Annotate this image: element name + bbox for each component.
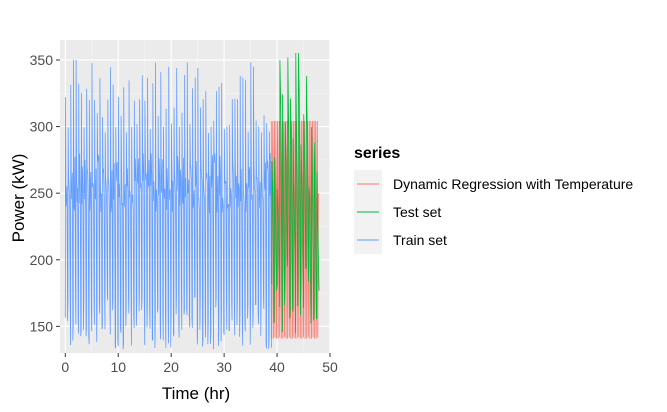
y-tick-label: 350	[30, 52, 54, 68]
legend-item-train-set: Train set	[354, 226, 447, 254]
x-tick-label: 10	[110, 359, 126, 375]
y-axis-title: Power (kW)	[9, 154, 28, 243]
x-tick-label: 0	[61, 359, 69, 375]
legend-label-test-set: Test set	[393, 204, 441, 220]
x-tick-label: 20	[163, 359, 179, 375]
legend-item-test-set: Test set	[354, 198, 441, 226]
y-tick-label: 150	[30, 318, 54, 334]
legend-label-dynamic-regression: Dynamic Regression with Temperature	[393, 176, 633, 192]
x-tick-label: 30	[216, 359, 232, 375]
legend: series Dynamic Regression with Temperatu…	[354, 145, 633, 254]
x-axis-title: Time (hr)	[162, 384, 230, 403]
series-layer	[64, 52, 320, 350]
axis-ticks: 0 10 20 30 40 50 150 200 250 300 350	[30, 52, 338, 375]
legend-label-train-set: Train set	[393, 232, 447, 248]
series-line-train-set	[64, 59, 272, 350]
series-line-test-set	[271, 52, 320, 334]
legend-title: series	[354, 145, 400, 162]
y-tick-label: 200	[30, 252, 54, 268]
x-tick-label: 50	[322, 359, 338, 375]
x-tick-label: 40	[269, 359, 285, 375]
series-line-dynamic-regression-with-temperature	[270, 120, 320, 339]
y-tick-label: 250	[30, 185, 54, 201]
legend-item-dynamic-regression: Dynamic Regression with Temperature	[354, 170, 633, 198]
y-tick-label: 300	[30, 119, 54, 135]
